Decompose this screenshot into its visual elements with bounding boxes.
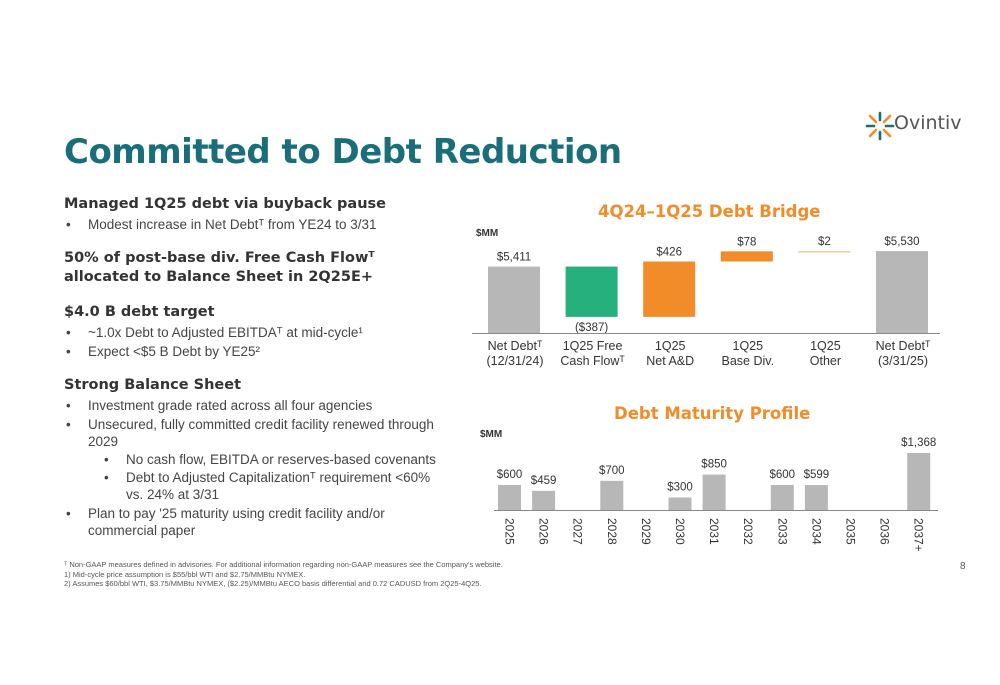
section-heading-target: $4.0 B debt target — [64, 304, 215, 320]
bar — [702, 474, 726, 510]
bar — [798, 251, 851, 253]
data-label: $426 — [656, 247, 682, 259]
data-label: $5,530 — [884, 236, 919, 248]
year-label: 2035 — [844, 518, 858, 545]
bullet: Expect <$5 B Debt by YE25² — [64, 343, 444, 360]
footnote: 1) Mid-cycle price assumption is $55/bbl… — [64, 569, 306, 579]
bar — [770, 485, 794, 510]
unit-label: $MM — [476, 228, 498, 239]
year-label: 2031 — [707, 518, 721, 545]
sub-bullet: Debt to Adjusted Capitalizationᵀ require… — [64, 469, 444, 503]
unit-label: $MM — [480, 429, 502, 440]
section-heading-balance: Strong Balance Sheet — [64, 377, 241, 393]
year-label: 2036 — [878, 518, 892, 545]
category-label: 1Q25 Free — [563, 339, 623, 353]
year-label: 2029 — [639, 518, 653, 545]
data-label: $599 — [804, 469, 830, 481]
bullet: Plan to pay '25 maturity using credit fa… — [64, 505, 444, 539]
category-label: Cash Flowᵀ — [560, 354, 625, 368]
bullet: Investment grade rated across all four a… — [64, 397, 444, 414]
footnote: ᵀ Non-GAAP measures defined in advisorie… — [64, 560, 503, 569]
bar — [907, 453, 931, 510]
page-number: 8 — [960, 561, 966, 572]
year-label: 2028 — [605, 518, 619, 545]
maturity-chart-title: Debt Maturity Profile — [614, 404, 811, 423]
bar — [668, 497, 692, 510]
data-label: $459 — [531, 475, 557, 487]
page-title: Committed to Debt Reduction — [64, 132, 622, 172]
bar — [532, 490, 556, 510]
category-label: Net Debtᵀ — [488, 339, 543, 353]
sub-bullet: No cash flow, EBITDA or reserves-based c… — [64, 451, 444, 468]
category-label: 1Q25 — [810, 339, 841, 353]
data-label: $5,411 — [497, 252, 531, 264]
data-label: $600 — [770, 469, 796, 481]
data-label: $78 — [737, 236, 756, 248]
category-label: (12/31/24) — [487, 354, 544, 368]
bullet: Modest increase in Net Debtᵀ from YE24 t… — [64, 216, 444, 233]
category-label: Net A&D — [646, 354, 694, 368]
year-label: 2037+ — [912, 518, 926, 552]
category-label: Other — [810, 354, 841, 368]
bar — [876, 251, 928, 333]
year-label: 2034 — [809, 518, 823, 545]
year-label: 2026 — [537, 518, 551, 545]
category-label: Base Div. — [722, 354, 775, 368]
bar — [565, 266, 618, 317]
bar — [804, 485, 828, 510]
bar — [600, 480, 624, 510]
year-label: 2027 — [571, 518, 585, 545]
category-label: 1Q25 — [733, 339, 764, 353]
section-heading-fcf-2: allocated to Balance Sheet in 2Q25E+ — [64, 269, 373, 285]
footnotes: ᵀ Non-GAAP measures defined in advisorie… — [64, 560, 664, 589]
data-label: ($387) — [575, 322, 608, 334]
data-label: $850 — [701, 459, 727, 471]
logo-text: Ovintiv — [894, 112, 962, 134]
category-label: 1Q25 — [655, 339, 686, 353]
data-label: $700 — [599, 465, 625, 477]
section-heading-debt: Managed 1Q25 debt via buyback pause — [64, 196, 386, 212]
data-label: $1,368 — [901, 437, 936, 449]
data-label: $300 — [667, 482, 693, 494]
footnote: 2) Assumes $60/bbl WTI, $3.75/MMBtu NYME… — [64, 579, 482, 588]
year-label: 2025 — [503, 518, 517, 545]
bullet: ~1.0x Debt to Adjusted EBITDAᵀ at mid-cy… — [64, 324, 444, 341]
year-label: 2033 — [775, 518, 789, 545]
bar — [720, 251, 773, 262]
bar — [498, 485, 521, 510]
year-label: 2030 — [673, 518, 687, 545]
data-label: $600 — [497, 469, 523, 481]
bullet: Unsecured, fully committed credit facili… — [64, 416, 444, 450]
left-column: Managed 1Q25 debt via buyback pause Mode… — [64, 195, 444, 539]
bar — [488, 266, 540, 333]
data-label: $2 — [818, 236, 831, 248]
bridge-chart-title: 4Q24–1Q25 Debt Bridge — [598, 202, 821, 221]
section-heading-fcf: 50% of post-base div. Free Cash Flowᵀ — [64, 250, 375, 266]
category-label: Net Debtᵀ — [876, 339, 931, 353]
category-label: (3/31/25) — [878, 354, 928, 368]
bar — [643, 261, 696, 317]
year-label: 2032 — [741, 518, 755, 545]
